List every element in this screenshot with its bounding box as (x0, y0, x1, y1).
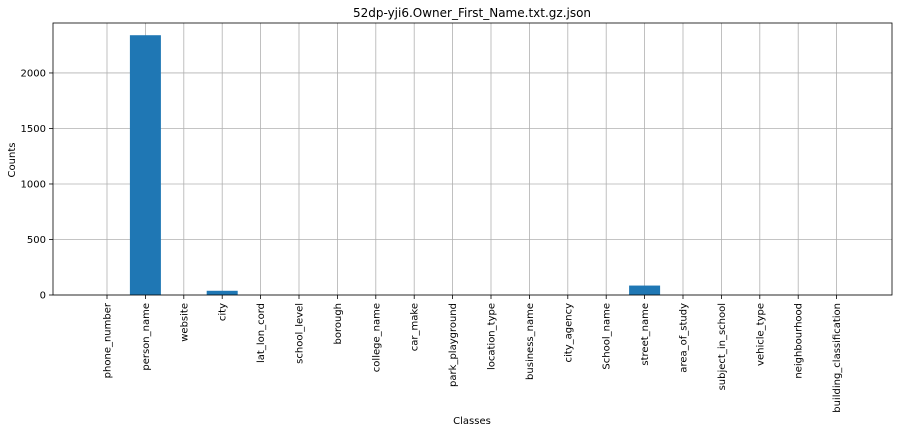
grid-layer (53, 23, 892, 296)
plot-frame (52, 22, 893, 296)
bars-layer (129, 35, 661, 295)
y-tick-label: 500 (27, 235, 46, 246)
y-tick-label: 0 (40, 291, 46, 302)
bar (206, 290, 238, 295)
x-tick-label: location_type (487, 303, 498, 370)
x-axis-label: Classes (453, 416, 491, 427)
x-tick-layer: phone_number person_name website city lat_lo… (103, 295, 843, 413)
y-tick-label: 2000 (21, 68, 46, 79)
y-tick-label: 1000 (21, 179, 46, 190)
x-tick-label: park_playground (448, 303, 459, 387)
x-tick-label: subject_in_school (717, 303, 728, 390)
y-tick-label: 1500 (21, 124, 46, 135)
x-tick-label: building_classification (832, 303, 843, 413)
x-tick-label: vehicle_type (755, 303, 766, 366)
x-tick-label: phone_number (103, 302, 114, 378)
x-tick-label: website (179, 303, 190, 342)
x-tick-label: city (218, 303, 229, 321)
x-tick-label: neighbourhood (794, 303, 805, 379)
y-axis-label: Counts (7, 143, 18, 178)
x-tick-label: car_make (410, 303, 421, 351)
x-tick-label: School_name (602, 303, 613, 370)
x-tick-label: school_level (295, 303, 306, 364)
x-tick-label: street_name (640, 303, 651, 366)
x-tick-label: borough (333, 303, 344, 345)
x-tick-label: person_name (141, 303, 152, 371)
x-tick-label: business_name (525, 303, 536, 380)
x-tick-label: city_agency (563, 303, 574, 363)
bar (129, 35, 161, 295)
bar (629, 285, 661, 295)
x-tick-label: college_name (371, 303, 382, 372)
x-tick-label: area_of_study (679, 303, 690, 373)
x-tick-label: lat_lon_cord (256, 303, 267, 363)
y-tick-layer: 0 500 1000 1500 2000 (21, 68, 53, 302)
chart-title: 52dp-yji6.Owner_First_Name.txt.gz.json (353, 6, 591, 20)
